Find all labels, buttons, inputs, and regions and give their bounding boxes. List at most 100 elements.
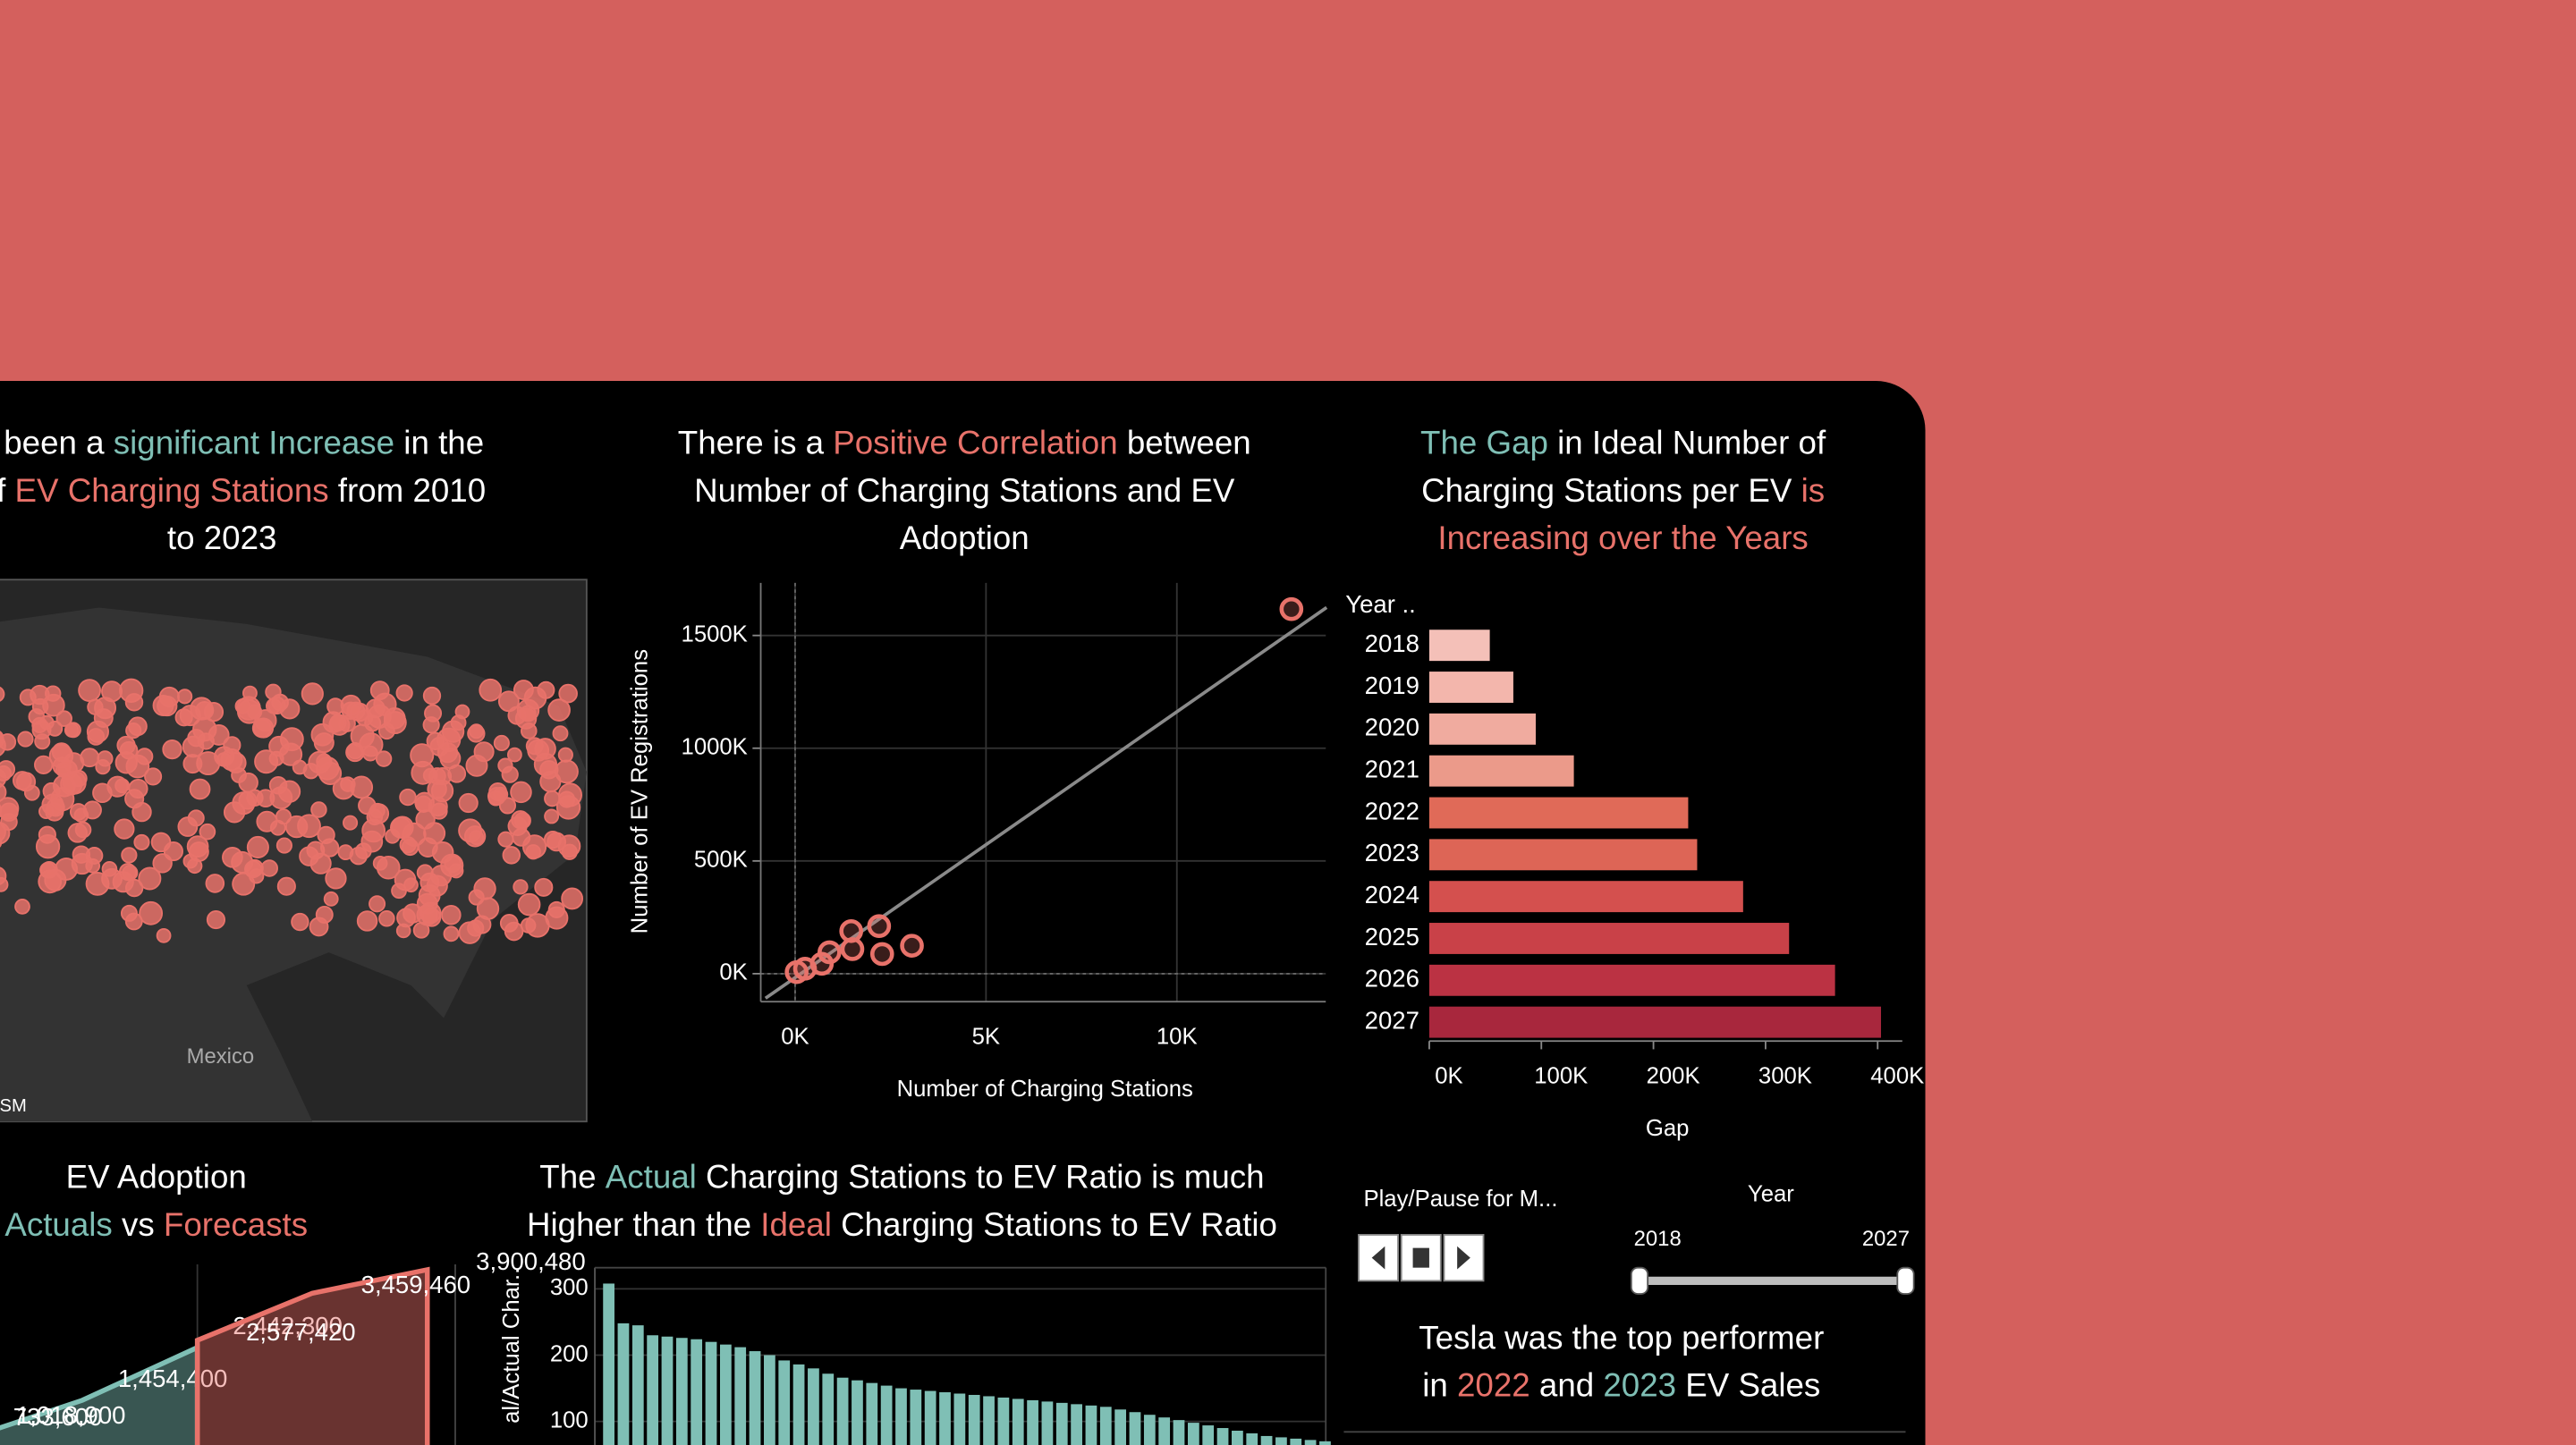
bar xyxy=(939,1392,951,1445)
map-point xyxy=(47,720,64,737)
map-point xyxy=(516,698,540,722)
map-point xyxy=(422,686,442,706)
map-point xyxy=(326,697,344,715)
map-point xyxy=(430,779,454,803)
bar xyxy=(1071,1404,1082,1445)
y-tick-label: 0K xyxy=(719,960,747,985)
y-tick-label: 2026 xyxy=(1365,965,1419,993)
map-point xyxy=(260,859,278,877)
map-point xyxy=(465,754,488,777)
map-point xyxy=(479,678,503,702)
map-point xyxy=(458,792,479,814)
x-tick-label: 0K xyxy=(1435,1063,1462,1088)
map-point xyxy=(0,797,20,820)
bar xyxy=(1232,1431,1243,1445)
map-point xyxy=(350,775,374,799)
bar xyxy=(866,1382,878,1445)
map-point xyxy=(55,710,72,727)
map-point xyxy=(205,874,225,893)
year-slider[interactable] xyxy=(1630,1266,1915,1295)
bar xyxy=(631,1325,644,1445)
chart-title: to 2023 xyxy=(167,520,277,556)
bar xyxy=(822,1373,835,1445)
map-point xyxy=(186,835,209,858)
map-point xyxy=(448,863,464,879)
map-point xyxy=(14,899,30,915)
chart-title: r of EV Charging Stations from 2010 xyxy=(0,472,486,509)
map-point xyxy=(458,921,481,944)
chart-title: Actuals vs Forecasts xyxy=(4,1205,308,1242)
map-point xyxy=(299,846,319,866)
bar xyxy=(1319,1441,1331,1445)
slider-min-label: 2018 xyxy=(1634,1227,1682,1251)
map-point xyxy=(358,796,377,815)
map-point xyxy=(399,788,417,807)
x-tick-label: 400K xyxy=(1870,1063,1924,1088)
map-point xyxy=(238,790,258,810)
title-segment: EV Sales xyxy=(1676,1366,1820,1403)
title-segment: Charging Stations to EV Ratio xyxy=(832,1205,1277,1242)
chart-title: Charging Stations per EV is xyxy=(1421,472,1825,509)
map-point xyxy=(34,733,51,750)
y-tick-label: 300 xyxy=(550,1275,589,1300)
map-point xyxy=(0,731,4,745)
x-tick-label: 200K xyxy=(1647,1063,1700,1088)
map-point xyxy=(0,765,12,782)
map-point xyxy=(156,927,172,943)
map-point xyxy=(34,755,54,775)
play-controls[interactable] xyxy=(1358,1234,1485,1282)
map-point xyxy=(473,877,496,900)
x-tick-label: 100K xyxy=(1534,1063,1588,1088)
map-point xyxy=(246,835,269,858)
map-point xyxy=(441,904,462,925)
map-point xyxy=(391,883,407,900)
title-segment: to 2023 xyxy=(167,520,277,556)
map-point xyxy=(323,891,339,907)
slider-max-label: 2027 xyxy=(1862,1227,1910,1251)
map-point xyxy=(275,808,292,825)
map-point xyxy=(487,787,506,806)
map-point xyxy=(369,895,386,913)
map-point xyxy=(223,736,242,755)
chart-title: Higher than the Ideal Charging Stations … xyxy=(527,1205,1277,1242)
slider-handle-min[interactable] xyxy=(1630,1266,1649,1295)
title-segment: The xyxy=(539,1158,605,1195)
y-tick-label: 200 xyxy=(550,1341,589,1366)
bar xyxy=(1027,1399,1038,1445)
map-point xyxy=(525,913,550,938)
map-point xyxy=(390,816,412,839)
map-point xyxy=(416,904,438,926)
title-segment: Charging Stations to EV Ratio is much xyxy=(697,1158,1265,1195)
bar xyxy=(1428,881,1743,913)
bar xyxy=(778,1360,791,1445)
map-point xyxy=(72,845,91,864)
map-point xyxy=(552,725,569,742)
map-attribution: OSM xyxy=(0,1096,27,1116)
data-label: 1,454,400 xyxy=(118,1365,227,1392)
map-point xyxy=(502,846,521,865)
title-segment: The Gap xyxy=(1420,424,1548,461)
slider-handle-max[interactable] xyxy=(1896,1266,1915,1295)
map-point xyxy=(378,909,395,927)
map-point xyxy=(506,747,522,763)
map-point xyxy=(187,809,205,827)
map-point xyxy=(0,782,7,802)
map-point xyxy=(276,876,296,896)
map-point xyxy=(325,867,347,890)
map-point xyxy=(369,680,390,701)
map-point xyxy=(74,821,92,839)
map-point xyxy=(399,836,417,854)
title-segment: 2023 xyxy=(1603,1366,1676,1403)
map-point xyxy=(416,864,434,882)
map-point xyxy=(15,772,37,792)
y-tick-label: 2018 xyxy=(1365,630,1419,657)
bar xyxy=(983,1396,995,1445)
title-segment: There is a xyxy=(678,424,833,461)
bar xyxy=(1055,1402,1068,1445)
map-point xyxy=(309,917,329,937)
map-point xyxy=(310,722,335,747)
y-tick-label: 500K xyxy=(694,848,748,873)
scatter-point xyxy=(840,937,865,961)
chart-title: The Actual Charging Stations to EV Ratio… xyxy=(539,1158,1264,1195)
